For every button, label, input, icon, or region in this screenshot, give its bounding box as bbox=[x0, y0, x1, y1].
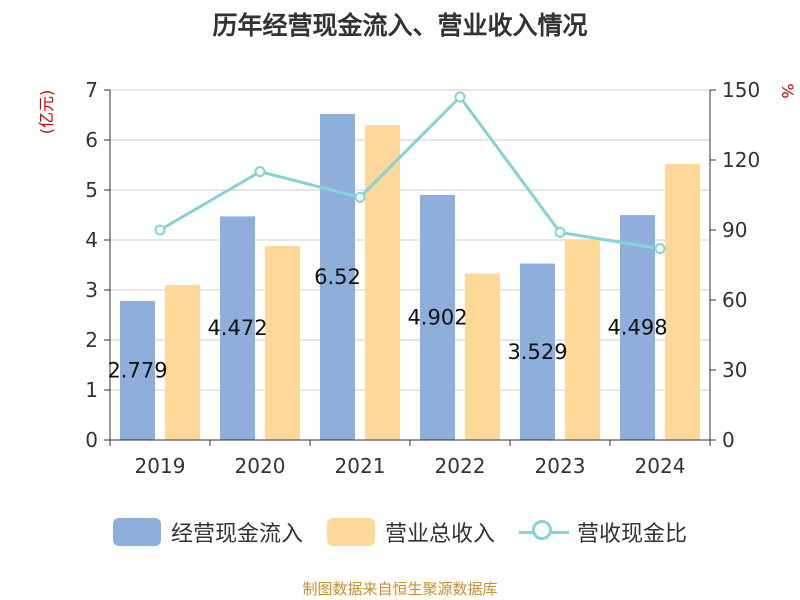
legend-line-cash-ratio bbox=[519, 518, 569, 546]
bar-data-label: 6.52 bbox=[314, 265, 361, 289]
x-tick-label: 2024 bbox=[635, 454, 686, 478]
y-left-tick-label: 7 bbox=[85, 78, 98, 102]
y-left-unit-label: (亿元) bbox=[37, 90, 56, 135]
y-left-tick-label: 4 bbox=[85, 228, 98, 252]
bar-cash-inflow bbox=[120, 301, 155, 440]
line-point-cash-ratio bbox=[154, 224, 166, 236]
bar-cash-inflow bbox=[220, 216, 255, 440]
line-point-cash-ratio bbox=[454, 91, 466, 103]
y-left-tick-label: 6 bbox=[85, 128, 98, 152]
chart-plot: 0 1 2 3 4 5 6 7 0 30 60 90 120 150 (亿元) % 2019 2020 2021 20… bbox=[37, 78, 797, 478]
bar-data-label: 3.529 bbox=[507, 340, 567, 364]
x-tick-label: 2023 bbox=[535, 454, 586, 478]
line-cash-ratio bbox=[159, 94, 661, 251]
bar-revenue bbox=[165, 285, 200, 440]
bar-cash-inflow bbox=[420, 194, 455, 440]
bar-revenue bbox=[565, 240, 600, 440]
x-tick-label: 2022 bbox=[435, 454, 486, 478]
legend-item-cash-inflow[interactable]: 经营现金流入 bbox=[112, 516, 303, 548]
y-right-tick-label: 150 bbox=[722, 78, 760, 102]
y-right-unit-label: % bbox=[778, 83, 797, 98]
chart-legend: 经营现金流入 营业总收入 营收现金比 bbox=[0, 516, 800, 548]
y-left-tick-label: 2 bbox=[85, 328, 98, 352]
bar-data-label: 2.779 bbox=[107, 359, 167, 383]
bar-cash-inflow bbox=[620, 215, 655, 440]
x-tick-label: 2019 bbox=[135, 454, 186, 478]
y-right-tick-label: 90 bbox=[722, 218, 747, 242]
bar-revenue bbox=[665, 164, 700, 440]
bar-data-label: 4.902 bbox=[407, 305, 467, 329]
bar-revenue bbox=[465, 273, 500, 440]
legend-label-cash-inflow: 经营现金流入 bbox=[170, 522, 303, 547]
y-right-tick-label: 30 bbox=[722, 358, 747, 382]
legend-swatch-revenue bbox=[326, 518, 375, 546]
y-right-tick-label: 120 bbox=[722, 148, 760, 172]
y-left-tick-label: 1 bbox=[85, 378, 98, 402]
bar-revenue bbox=[365, 125, 400, 440]
bar-revenue bbox=[265, 246, 300, 440]
legend-swatch-cash-inflow bbox=[112, 518, 161, 546]
y-left-tick-label: 5 bbox=[85, 178, 98, 202]
chart-title: 历年经营现金流入、营业收入情况 bbox=[212, 11, 588, 40]
bar-cash-inflow bbox=[320, 114, 355, 440]
line-point-cash-ratio bbox=[354, 191, 366, 203]
y-right-tick-label: 0 bbox=[722, 428, 735, 452]
line-point-cash-ratio bbox=[654, 243, 666, 255]
legend-item-cash-ratio[interactable]: 营收现金比 bbox=[519, 516, 687, 548]
y-left-tick-label: 0 bbox=[85, 428, 98, 452]
legend-label-cash-ratio: 营收现金比 bbox=[577, 522, 688, 547]
y-left-tick-label: 3 bbox=[85, 278, 98, 302]
line-point-cash-ratio bbox=[254, 166, 266, 178]
bar-data-label: 4.472 bbox=[207, 316, 267, 340]
line-point-cash-ratio bbox=[554, 226, 566, 238]
bar-cash-inflow bbox=[520, 263, 555, 440]
data-source: 制图数据来自恒生聚源数据库 bbox=[302, 580, 498, 598]
bar-data-label: 4.498 bbox=[607, 316, 667, 340]
legend-label-revenue: 营业总收入 bbox=[384, 522, 495, 547]
x-tick-label: 2021 bbox=[335, 454, 386, 478]
legend-item-revenue[interactable]: 营业总收入 bbox=[326, 516, 495, 548]
x-tick-label: 2020 bbox=[235, 454, 286, 478]
y-right-tick-label: 60 bbox=[722, 288, 747, 312]
